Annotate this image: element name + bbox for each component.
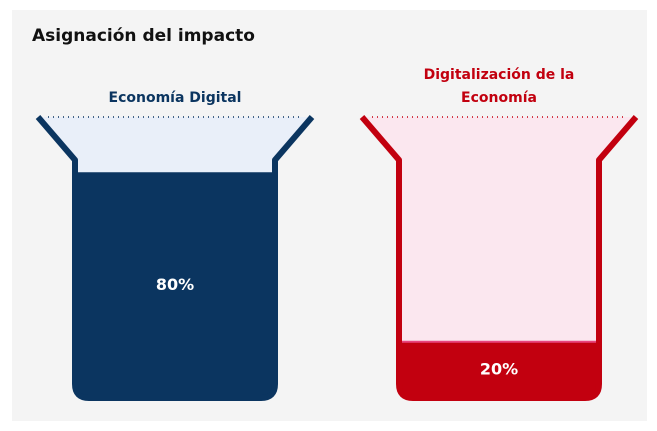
category-label: Economía Digital (108, 90, 242, 106)
vessel-interior (362, 117, 636, 398)
vessel-outline (35, 115, 315, 401)
value-label: 80% (156, 275, 194, 294)
category-label: Digitalización de la Economía (423, 67, 575, 106)
chart-title: Asignación del impacto (32, 26, 255, 46)
vessel-outline (359, 115, 639, 401)
value-label: 20% (480, 359, 518, 378)
